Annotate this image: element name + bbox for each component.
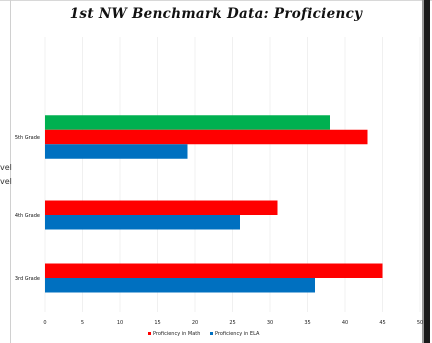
x-tick-label-20: 20 xyxy=(192,320,198,326)
category-label-1: 4th Grade xyxy=(15,213,40,219)
bar-3rd-grade-series-2 xyxy=(45,278,315,293)
category-label-2: 3rd Grade xyxy=(15,276,40,282)
bar-4th-grade-series-2 xyxy=(45,215,240,230)
bar-5th-grade-series-1 xyxy=(45,130,368,145)
x-tick-label-30: 30 xyxy=(267,320,273,326)
category-label-0: 5th Grade xyxy=(15,135,40,141)
x-tick-label-0: 0 xyxy=(43,320,46,326)
bar-5th-grade-series-2 xyxy=(45,144,188,159)
x-tick-label-25: 25 xyxy=(229,320,235,326)
legend-swatch-1 xyxy=(210,332,213,335)
bar-3rd-grade-series-1 xyxy=(45,264,383,279)
category-labels: 5th Grade 4th Grade 3rd Grade xyxy=(15,135,40,282)
x-tick-label-5: 5 xyxy=(81,320,84,326)
x-tick-label-50: 50 xyxy=(417,320,423,326)
x-tick-label-40: 40 xyxy=(342,320,348,326)
legend-swatch-0 xyxy=(148,332,151,335)
legend: Proficiency in Math Proficiency in ELA xyxy=(148,331,260,337)
legend-label-0: Proficiency in Math xyxy=(153,331,200,337)
x-tick-label-10: 10 xyxy=(117,320,123,326)
x-tick-label-35: 35 xyxy=(304,320,310,326)
bars-layer xyxy=(45,115,383,292)
x-axis-tick-labels: 0 5 10 15 20 25 30 35 40 45 50 xyxy=(43,320,423,326)
legend-label-1: Proficiency in ELA xyxy=(215,331,260,337)
x-tick-label-45: 45 xyxy=(379,320,385,326)
bar-5th-grade-series-0 xyxy=(45,115,330,130)
bar-4th-grade-series-1 xyxy=(45,201,278,216)
x-tick-label-15: 15 xyxy=(154,320,160,326)
